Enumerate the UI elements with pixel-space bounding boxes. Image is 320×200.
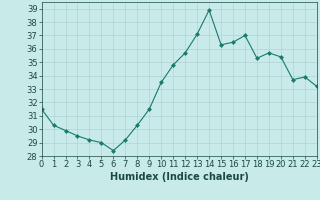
X-axis label: Humidex (Indice chaleur): Humidex (Indice chaleur): [110, 172, 249, 182]
